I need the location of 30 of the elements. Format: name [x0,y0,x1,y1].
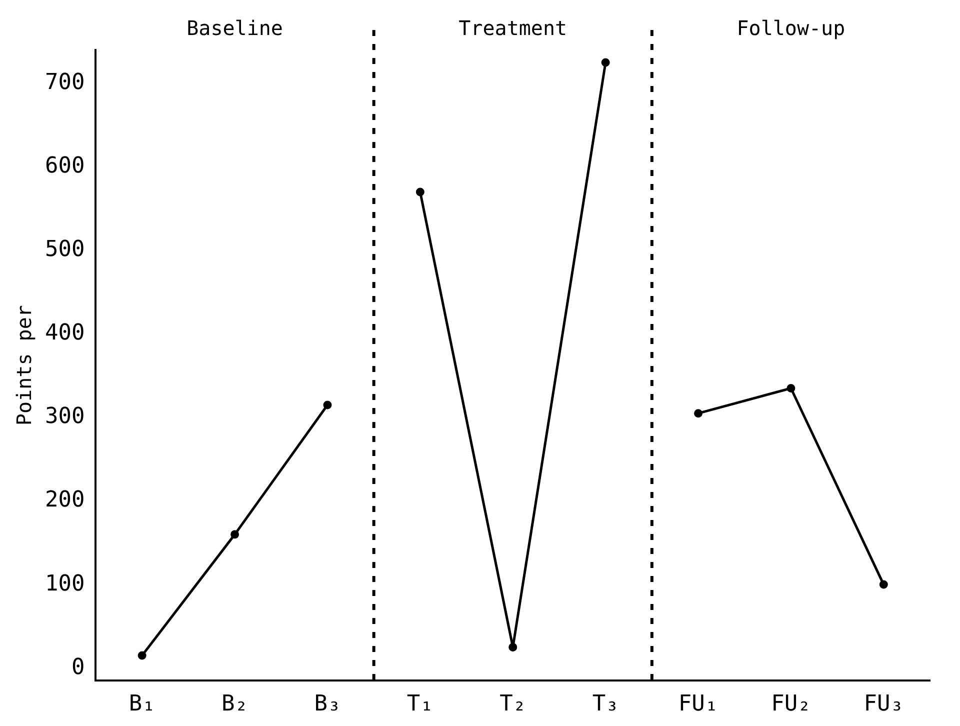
y-tick-label: 0 [71,654,85,680]
x-tick-label: B₁ [128,692,156,717]
x-tick-label: FU₂ [771,692,811,717]
y-tick-label: 400 [44,320,85,346]
y-tick-label: 600 [44,154,85,179]
point [508,642,518,652]
x-tick-label: T₃ [592,692,619,717]
y-tick-label: 700 [44,70,85,96]
x-tick-label: T₂ [500,692,526,717]
text: Baseline [186,16,283,40]
x-tick-label: FU₁ [678,692,718,717]
text: Follow-up [736,16,846,40]
point [230,530,240,539]
x-tick-label: B₂ [222,692,248,717]
x-tick-label: T₁ [406,692,434,717]
y-tick-label: 100 [44,571,85,596]
point [416,188,424,196]
x-tick-label: B₃ [314,692,341,717]
point [694,409,703,418]
y-axis-title: Points per [12,305,36,426]
y-tick-label: 300 [44,404,85,430]
y-tick-label: 200 [44,488,85,513]
point [323,400,332,410]
point [786,384,796,393]
x-tick-label: FU₃ [864,692,904,717]
point [138,651,146,660]
point [879,580,888,589]
text: Treatment [458,16,568,40]
y-tick-label: 500 [44,237,85,262]
point [601,58,610,67]
